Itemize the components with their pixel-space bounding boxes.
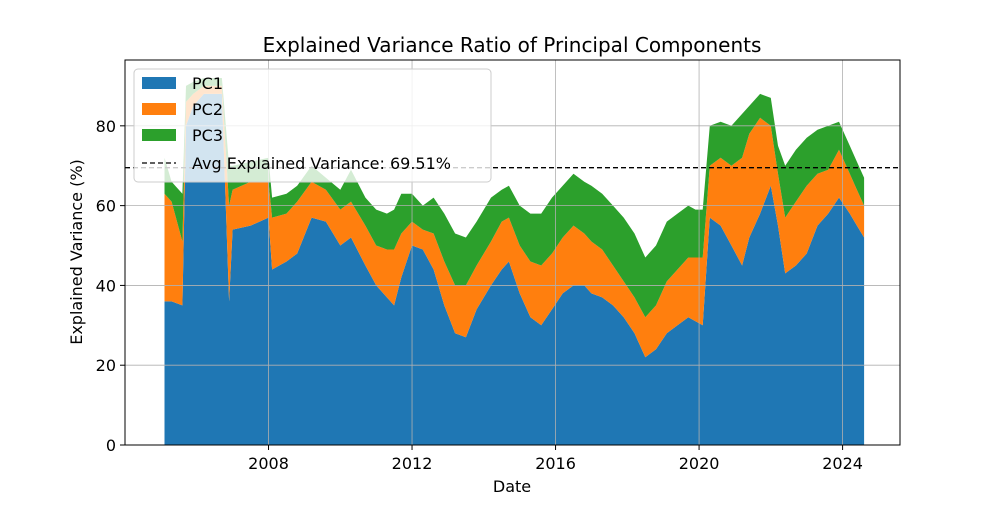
legend-label-avg: Avg Explained Variance: 69.51%	[192, 154, 451, 173]
tick-layer: 2008 2012 2016 2020 2024 0 20 40 60 80	[96, 117, 863, 473]
y-tick-label: 20	[96, 356, 116, 375]
legend-swatch-pc2	[142, 103, 176, 115]
area-pc1	[164, 93, 865, 446]
x-tick-label: 2008	[248, 454, 289, 473]
x-tick-label: 2016	[535, 454, 576, 473]
y-tick-label: 40	[96, 276, 116, 295]
y-axis-label: Explained Variance (%)	[67, 159, 86, 345]
legend-label-pc1: PC1	[192, 74, 223, 93]
legend-label-pc3: PC3	[192, 126, 223, 145]
legend-box	[133, 68, 492, 183]
area-pc3	[164, 78, 865, 318]
series-layer	[164, 78, 865, 446]
legend-swatch-pc1	[142, 77, 176, 89]
x-tick-label: 2012	[392, 454, 433, 473]
legend: PC1 PC2 PC3 Avg Explained Variance: 69.5…	[133, 68, 492, 183]
y-tick-label: 0	[106, 436, 116, 455]
y-tick-label: 80	[96, 117, 116, 136]
legend-swatch-pc3	[142, 129, 176, 141]
y-tick-label: 60	[96, 197, 116, 216]
x-tick-label: 2020	[679, 454, 720, 473]
x-tick-label: 2024	[822, 454, 863, 473]
area-pc2	[164, 85, 865, 358]
x-axis-label: Date	[493, 477, 531, 496]
legend-label-pc2: PC2	[192, 100, 223, 119]
chart-title: Explained Variance Ratio of Principal Co…	[263, 33, 762, 57]
plot-frame	[124, 59, 901, 446]
